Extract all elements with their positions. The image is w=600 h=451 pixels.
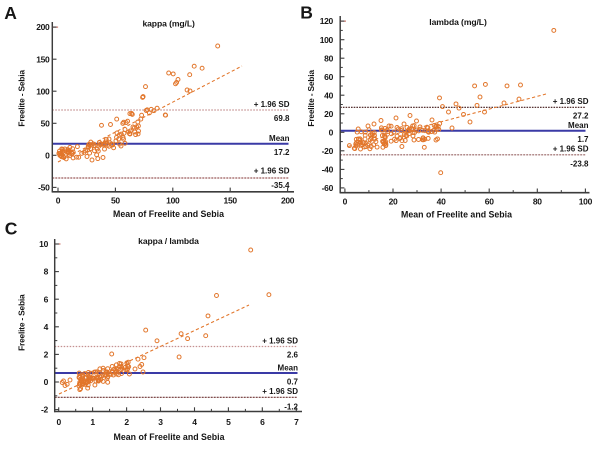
svg-text:0: 0 (45, 150, 50, 160)
svg-text:C: C (5, 219, 18, 239)
svg-text:80: 80 (324, 53, 333, 63)
svg-text:200: 200 (281, 196, 295, 206)
svg-text:3: 3 (158, 417, 163, 427)
svg-text:1: 1 (90, 417, 95, 427)
svg-text:80: 80 (533, 196, 542, 206)
svg-text:120: 120 (320, 16, 334, 26)
svg-text:lambda (mg/L): lambda (mg/L) (429, 17, 487, 27)
svg-text:150: 150 (36, 54, 50, 64)
svg-text:Freelite - Sebia: Freelite - Sebia (17, 70, 27, 127)
svg-text:kappa (mg/L): kappa (mg/L) (142, 18, 195, 28)
svg-text:0: 0 (329, 127, 334, 137)
svg-text:0.7: 0.7 (287, 377, 299, 386)
svg-text:+ 1.96 SD: + 1.96 SD (254, 100, 290, 109)
svg-text:Mean of Freelite and Sebia: Mean of Freelite and Sebia (114, 432, 225, 442)
svg-text:-60: -60 (322, 183, 334, 193)
svg-text:40: 40 (324, 90, 333, 100)
svg-text:2: 2 (44, 350, 49, 360)
svg-text:100: 100 (579, 196, 593, 206)
svg-text:-2: -2 (41, 405, 49, 415)
svg-text:Mean of Freelite and Sebia: Mean of Freelite and Sebia (401, 209, 512, 219)
svg-text:27.2: 27.2 (573, 112, 589, 121)
svg-text:60: 60 (485, 196, 494, 206)
svg-text:Mean of Freelite and Sebia: Mean of Freelite and Sebia (113, 209, 224, 219)
svg-text:kappa / lambda: kappa / lambda (138, 236, 199, 246)
svg-text:100: 100 (166, 196, 180, 206)
svg-text:+ 1.96 SD: + 1.96 SD (262, 387, 298, 396)
svg-text:0: 0 (56, 417, 61, 427)
svg-text:+ 1.96 SD: + 1.96 SD (553, 97, 589, 106)
svg-text:17.2: 17.2 (274, 148, 290, 157)
svg-text:5: 5 (226, 417, 231, 427)
svg-text:A: A (4, 3, 17, 23)
svg-text:100: 100 (36, 86, 50, 96)
svg-text:-50: -50 (38, 183, 50, 193)
svg-text:-40: -40 (322, 165, 334, 175)
svg-text:4: 4 (44, 322, 49, 332)
svg-text:6: 6 (260, 417, 265, 427)
svg-text:0: 0 (343, 196, 348, 206)
svg-text:-35.4: -35.4 (271, 181, 290, 190)
svg-text:1.7: 1.7 (577, 135, 589, 144)
svg-text:20: 20 (389, 196, 398, 206)
svg-text:8: 8 (44, 267, 49, 277)
svg-text:20: 20 (324, 109, 333, 119)
svg-text:Mean: Mean (269, 134, 290, 143)
svg-text:10: 10 (39, 239, 48, 249)
svg-text:60: 60 (324, 72, 333, 82)
svg-text:150: 150 (224, 196, 238, 206)
svg-text:40: 40 (437, 196, 446, 206)
svg-text:0: 0 (44, 377, 49, 387)
svg-text:+ 1.96 SD: + 1.96 SD (254, 166, 290, 175)
svg-text:+ 1.96 SD: + 1.96 SD (553, 144, 589, 153)
svg-text:-20: -20 (322, 146, 334, 156)
svg-text:Freelite - Sebia: Freelite - Sebia (17, 294, 27, 351)
svg-text:Freelite - Sebia: Freelite - Sebia (306, 70, 316, 127)
svg-text:Mean: Mean (568, 121, 589, 130)
svg-text:200: 200 (36, 22, 50, 32)
svg-text:-23.8: -23.8 (570, 159, 589, 168)
svg-text:4: 4 (192, 417, 197, 427)
svg-text:7: 7 (294, 417, 299, 427)
svg-text:+ 1.96 SD: + 1.96 SD (262, 336, 298, 345)
svg-text:2.6: 2.6 (287, 351, 299, 360)
svg-text:Mean: Mean (278, 363, 299, 372)
svg-text:2: 2 (124, 417, 129, 427)
svg-text:0: 0 (56, 196, 61, 206)
svg-text:-1.2: -1.2 (284, 402, 298, 411)
svg-text:50: 50 (111, 196, 120, 206)
svg-text:50: 50 (41, 118, 50, 128)
svg-text:100: 100 (320, 35, 334, 45)
svg-text:6: 6 (44, 294, 49, 304)
svg-text:B: B (300, 2, 313, 22)
svg-text:69.8: 69.8 (274, 114, 290, 123)
